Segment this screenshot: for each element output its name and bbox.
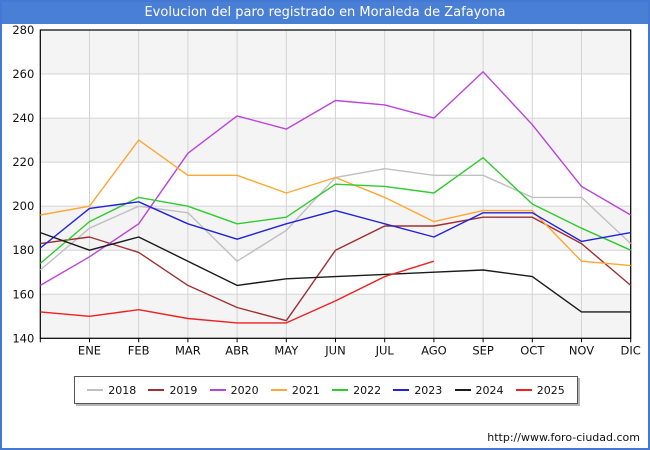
x-axis-label: JUL bbox=[375, 343, 395, 357]
series-line-2020 bbox=[39, 71, 632, 287]
legend-label-2024: 2024 bbox=[475, 383, 504, 397]
y-axis-label: 220 bbox=[12, 155, 34, 169]
series-line-2025 bbox=[40, 260, 435, 324]
y-axis-label: 280 bbox=[12, 23, 34, 37]
chart-legend: 2018 2019 2020 2021 2022 2023 2024 2025 bbox=[74, 376, 578, 404]
y-axis-label: 260 bbox=[12, 67, 34, 81]
legend-item-2021: 2021 bbox=[270, 383, 320, 397]
legend-item-2018: 2018 bbox=[87, 384, 136, 397]
legend-swatch-2023 bbox=[393, 389, 410, 391]
legend-swatch-2024 bbox=[454, 389, 471, 391]
legend-swatch-2020 bbox=[209, 389, 226, 391]
legend-item-2025: 2025 bbox=[515, 383, 565, 397]
legend-label-2025: 2025 bbox=[536, 383, 565, 397]
x-axis-label: MAR bbox=[175, 343, 201, 357]
y-axis-label: 140 bbox=[12, 331, 34, 345]
x-axis-label: ENE bbox=[78, 343, 101, 357]
legend-label-2018: 2018 bbox=[108, 383, 137, 397]
legend-label-2022: 2022 bbox=[353, 383, 382, 397]
y-axis-label: 200 bbox=[12, 199, 34, 213]
x-axis-label: OCT bbox=[520, 343, 545, 357]
legend-swatch-2019 bbox=[148, 389, 165, 391]
x-axis-label: AGO bbox=[421, 343, 447, 357]
x-axis-label: FEB bbox=[128, 343, 150, 357]
x-axis-label: SEP bbox=[472, 343, 494, 357]
legend-item-2019: 2019 bbox=[148, 384, 197, 397]
series-line-2023 bbox=[39, 201, 631, 249]
y-axis-label: 180 bbox=[12, 243, 34, 257]
series-line-2019 bbox=[40, 216, 632, 322]
chart-title: Evolucion del paro registrado en Moraled… bbox=[2, 2, 648, 24]
x-axis-label: MAY bbox=[274, 343, 299, 357]
x-axis-label: JUN bbox=[324, 343, 345, 357]
legend-swatch-2021 bbox=[270, 389, 287, 391]
x-axis-label: ABR bbox=[225, 343, 249, 357]
legend-swatch-2018 bbox=[87, 389, 104, 391]
legend-item-2024: 2024 bbox=[454, 383, 504, 397]
legend-item-2022: 2022 bbox=[332, 384, 381, 397]
legend-swatch-2022 bbox=[332, 389, 349, 391]
x-axis-label: DIC bbox=[621, 343, 641, 357]
source-url: http://www.foro-ciudad.com bbox=[487, 431, 640, 444]
legend-label-2019: 2019 bbox=[169, 383, 198, 397]
x-axis-label: NOV bbox=[569, 343, 594, 357]
legend-label-2023: 2023 bbox=[414, 383, 443, 397]
legend-label-2020: 2020 bbox=[230, 383, 259, 397]
series-line-2024 bbox=[40, 231, 631, 313]
y-axis-label: 160 bbox=[12, 287, 34, 301]
y-axis-label: 240 bbox=[12, 111, 34, 125]
series-line-2021 bbox=[40, 139, 631, 267]
legend-swatch-2025 bbox=[515, 389, 532, 391]
legend-item-2020: 2020 bbox=[209, 383, 259, 397]
legend-item-2023: 2023 bbox=[393, 384, 442, 397]
legend-label-2021: 2021 bbox=[291, 383, 320, 397]
series-line-2022 bbox=[39, 156, 631, 264]
